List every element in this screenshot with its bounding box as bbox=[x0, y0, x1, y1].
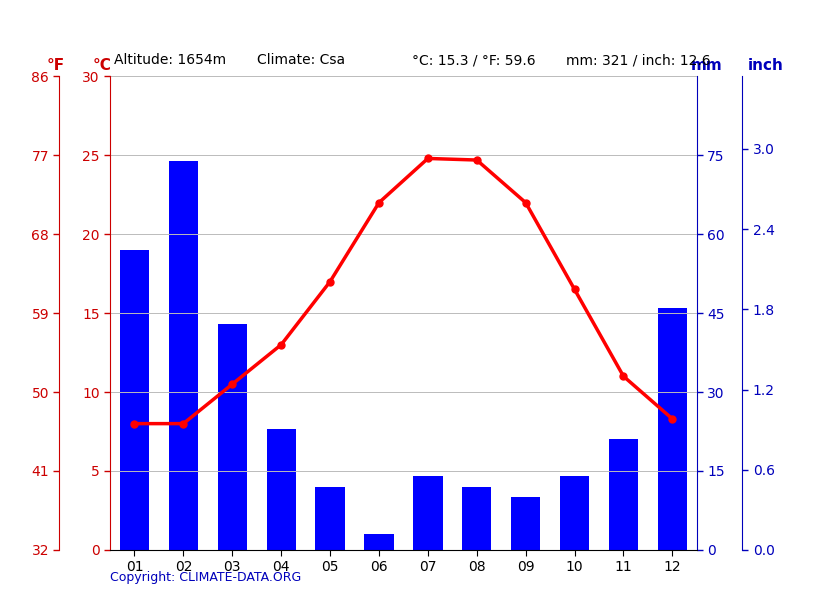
Bar bbox=[218, 324, 247, 550]
Bar bbox=[609, 439, 638, 550]
Text: mm: mm bbox=[691, 58, 722, 73]
Text: °C: 15.3 / °F: 59.6: °C: 15.3 / °F: 59.6 bbox=[412, 53, 535, 67]
Text: inch: inch bbox=[748, 58, 784, 73]
Text: Altitude: 1654m: Altitude: 1654m bbox=[114, 53, 227, 67]
Text: Climate: Csa: Climate: Csa bbox=[257, 53, 345, 67]
Bar bbox=[169, 161, 198, 550]
Bar bbox=[413, 476, 443, 550]
Text: °F: °F bbox=[46, 58, 64, 73]
Text: °C: °C bbox=[92, 58, 112, 73]
Bar bbox=[462, 487, 491, 550]
Bar bbox=[560, 476, 589, 550]
Text: mm: 321 / inch: 12.6: mm: 321 / inch: 12.6 bbox=[566, 53, 711, 67]
Bar bbox=[511, 497, 540, 550]
Bar bbox=[364, 534, 394, 550]
Bar bbox=[120, 250, 149, 550]
Bar bbox=[658, 308, 687, 550]
Bar bbox=[315, 487, 345, 550]
Bar bbox=[267, 429, 296, 550]
Text: Copyright: CLIMATE-DATA.ORG: Copyright: CLIMATE-DATA.ORG bbox=[110, 571, 302, 584]
